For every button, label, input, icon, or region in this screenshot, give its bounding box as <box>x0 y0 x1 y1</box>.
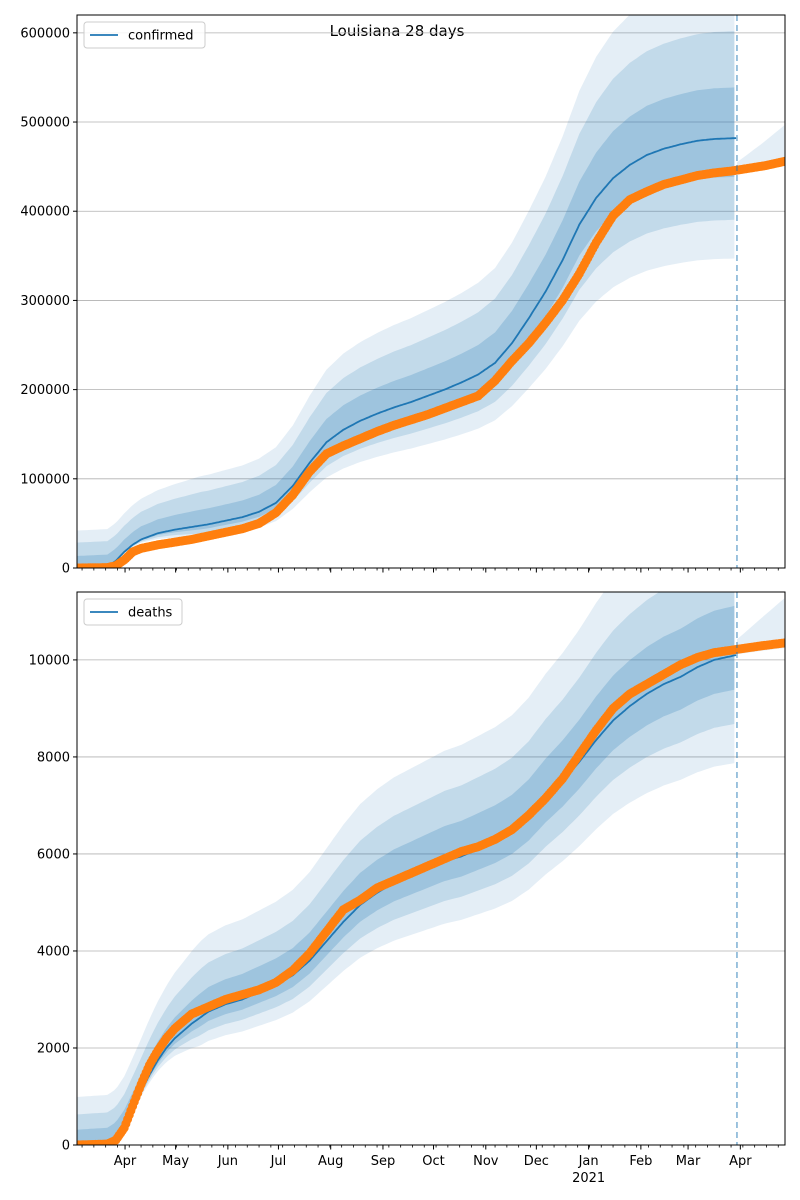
x-tick-label: Apr <box>114 1154 137 1169</box>
uncertainty-band <box>77 592 735 1145</box>
x-tick-label: Jul <box>270 1154 287 1169</box>
uncertainty-band <box>77 15 735 568</box>
x-tick-label: Nov <box>473 1154 499 1169</box>
y-tick-label: 10000 <box>29 653 70 668</box>
y-tick-label: 600000 <box>20 26 70 41</box>
y-tick-label: 0 <box>62 562 70 577</box>
legend-box <box>83 598 183 626</box>
legend-box <box>83 21 206 49</box>
uncertainty-band <box>77 31 735 568</box>
x-tick-label: May <box>162 1154 189 1169</box>
observed-point <box>780 156 785 166</box>
y-tick-label: 6000 <box>37 847 70 862</box>
x-tick-label: Aug <box>318 1154 343 1169</box>
x-tick-label: Jun <box>217 1154 238 1169</box>
x-year-label: 2021 <box>572 1171 605 1186</box>
y-tick-label: 300000 <box>20 294 70 309</box>
uncertainty-band <box>77 592 735 1145</box>
y-tick-label: 0 <box>62 1139 70 1154</box>
deaths-panel: 0 2000 4000 6000 8000 10000 deaths <box>29 591 786 1154</box>
confirmed-panel: 0 100000 200000 300000 400000 500000 600000 con… <box>20 14 786 577</box>
plot-area <box>77 592 785 1145</box>
x-tick-label: Dec <box>524 1154 549 1169</box>
x-tick-label: Mar <box>676 1154 701 1169</box>
legend-label: deaths <box>128 606 173 621</box>
x-axis: Apr May Jun Jul Aug Sep Oct Nov Dec Jan Feb Mar Apr 2… <box>114 1154 752 1186</box>
y-tick-label: 100000 <box>20 472 70 487</box>
uncertainty-band <box>77 87 735 568</box>
legend: confirmed <box>83 21 206 49</box>
model-line <box>77 137 737 568</box>
y-tick-label: 4000 <box>37 944 70 959</box>
axes-frame <box>76 591 786 1146</box>
observed-point <box>780 638 785 648</box>
y-tick-label: 8000 <box>37 750 70 765</box>
y-tick-label: 200000 <box>20 383 70 398</box>
y-tick-label: 2000 <box>37 1041 70 1056</box>
legend-label: confirmed <box>128 29 194 44</box>
x-tick-label: Feb <box>629 1154 652 1169</box>
legend: deaths <box>83 598 183 626</box>
plot-area <box>77 15 785 568</box>
x-tick-label: Apr <box>729 1154 752 1169</box>
chart-title: Louisiana 28 days <box>330 22 465 40</box>
y-tick-label: 400000 <box>20 205 70 220</box>
x-tick-label: Jan <box>578 1154 599 1169</box>
y-tick-label: 500000 <box>20 116 70 131</box>
axes-frame <box>76 14 786 569</box>
x-tick-label: Oct <box>422 1154 444 1169</box>
x-tick-label: Sep <box>371 1154 396 1169</box>
